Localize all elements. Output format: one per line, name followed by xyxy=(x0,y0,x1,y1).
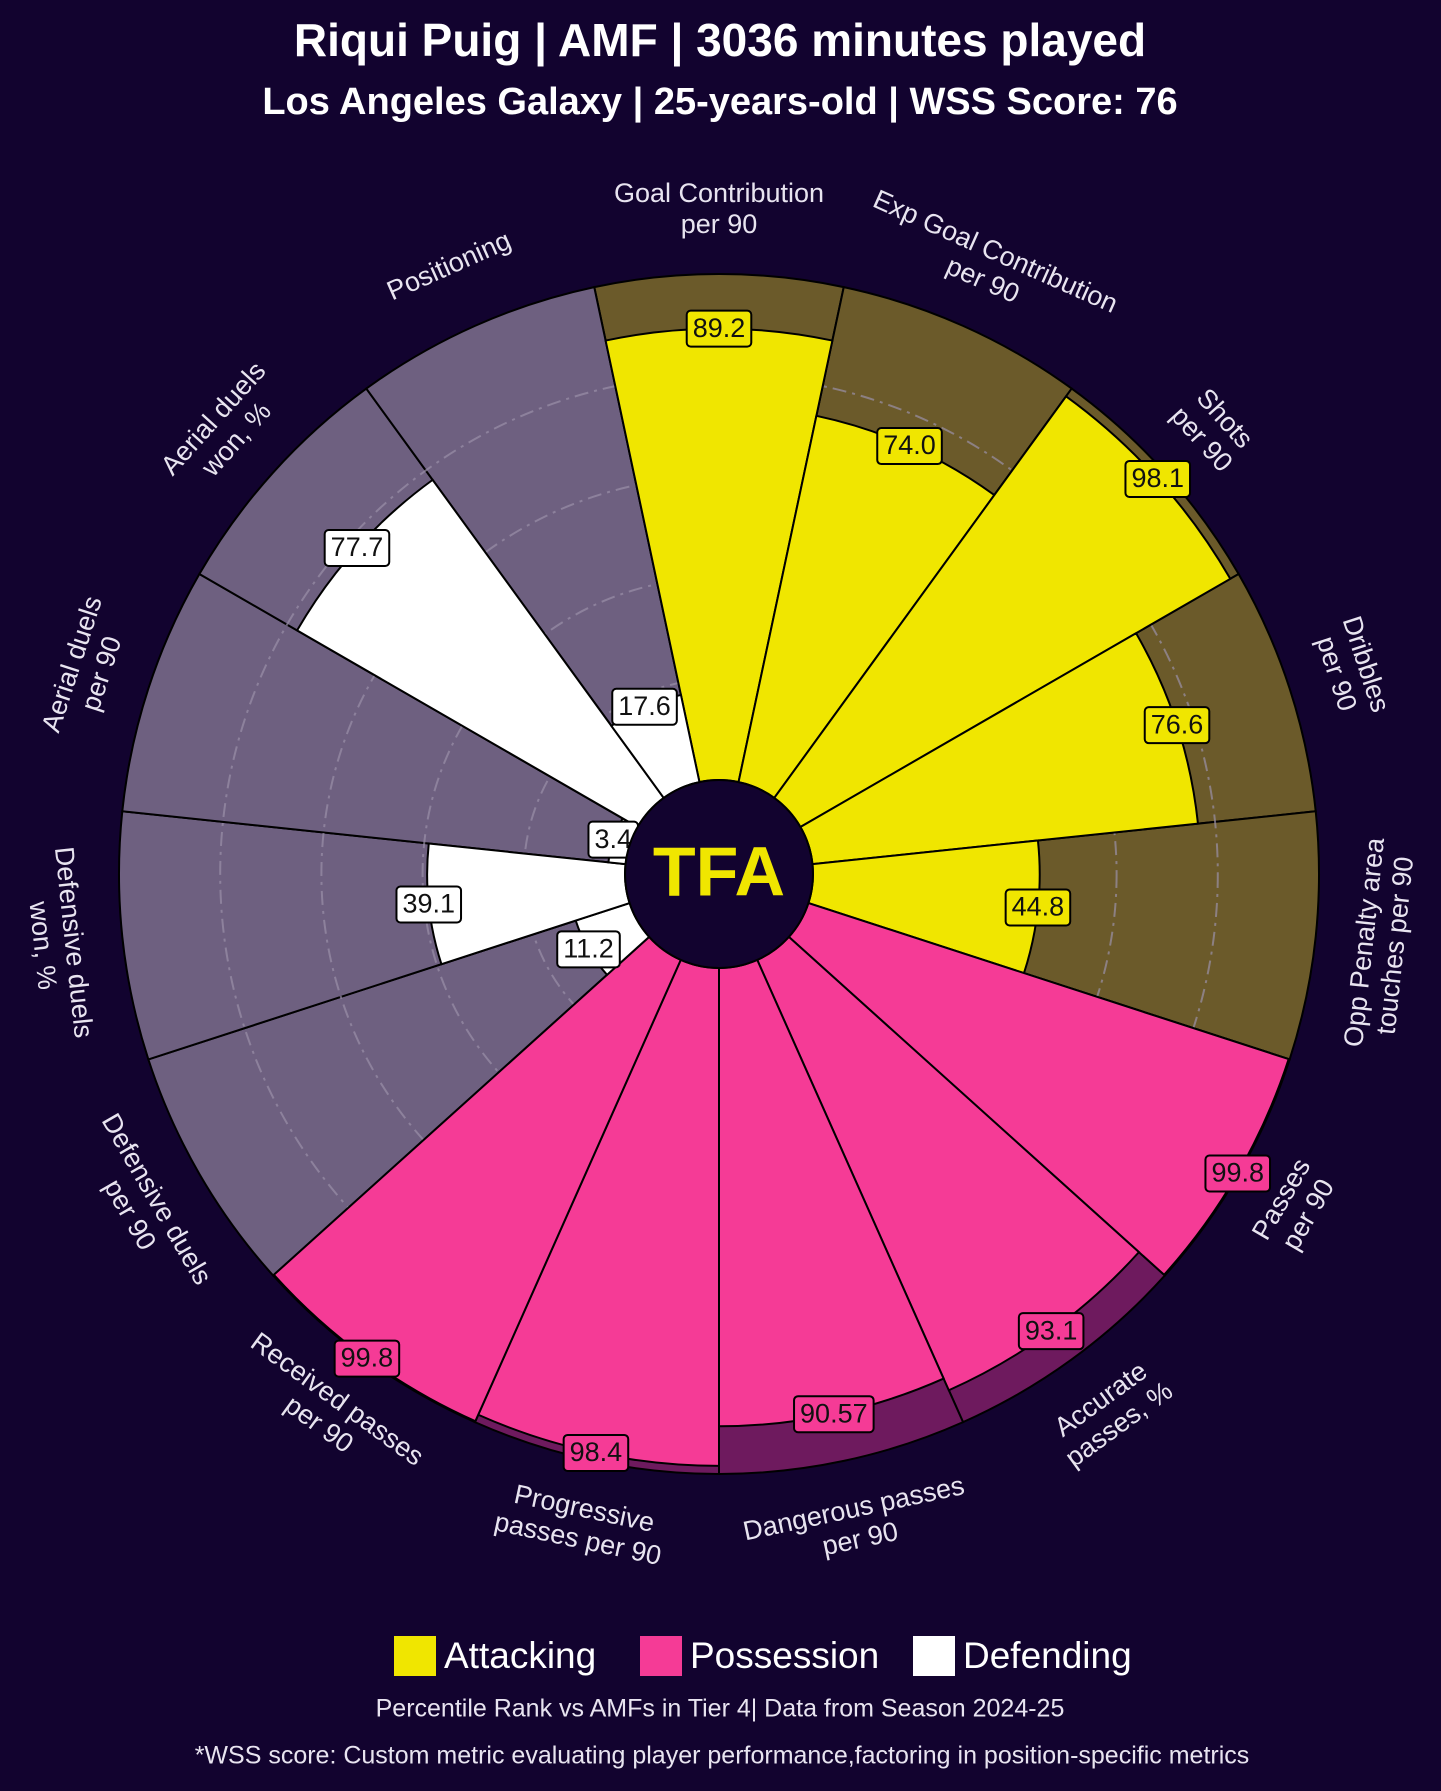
value-label: 3.4 xyxy=(587,820,640,859)
category-label: Goal Contribution per 90 xyxy=(613,178,825,239)
value-label-box xyxy=(333,1339,401,1378)
value-label-box xyxy=(1124,459,1192,498)
value-label: 98.1 xyxy=(1124,459,1192,498)
value-label: 93.1 xyxy=(1017,1312,1085,1351)
value-label: 77.7 xyxy=(323,529,391,568)
value-label-text: 98.1 xyxy=(1131,463,1184,493)
value-label: 74.0 xyxy=(876,427,943,466)
value-label: 44.8 xyxy=(1004,888,1072,927)
value-label: 99.8 xyxy=(1204,1154,1272,1193)
chart-title: Riqui Puig | AMF | 3036 minutes played xyxy=(294,14,1146,66)
note: Percentile Rank vs AMFs in Tier 4| Data … xyxy=(376,1695,1065,1723)
value-label: 90.57 xyxy=(793,1395,875,1434)
value-label: 98.4 xyxy=(562,1433,630,1472)
value-label: 99.8 xyxy=(333,1339,401,1378)
value-label-text: 17.6 xyxy=(618,691,671,721)
value-label: 39.1 xyxy=(395,885,463,924)
value-label-text: 11.2 xyxy=(563,933,614,963)
value-label-box xyxy=(793,1395,875,1434)
value-label-box xyxy=(876,427,943,466)
value-label: 17.6 xyxy=(611,687,678,726)
center-circle xyxy=(624,779,814,969)
value-label-box xyxy=(1004,888,1072,927)
value-label-text: 89.2 xyxy=(693,313,746,343)
legend-label: Defending xyxy=(963,1635,1132,1676)
value-label-box xyxy=(323,529,391,568)
note: *WSS score: Custom metric evaluating pla… xyxy=(195,1742,1250,1770)
legend-swatch xyxy=(913,1636,955,1676)
legend-swatch xyxy=(394,1636,436,1676)
value-label-text: 99.8 xyxy=(1211,1158,1264,1188)
value-label-box xyxy=(611,687,678,726)
value-label-text: 99.8 xyxy=(341,1343,394,1373)
legend-swatch xyxy=(640,1636,682,1676)
center-logo: TFA xyxy=(653,832,785,910)
grid-ring xyxy=(320,475,1118,1273)
value-label-text: 3.4 xyxy=(594,824,632,854)
value-label-box xyxy=(395,885,463,924)
legend-label: Attacking xyxy=(444,1635,596,1676)
value-label-box xyxy=(1017,1312,1085,1351)
value-label-text: 44.8 xyxy=(1012,892,1065,922)
value-label-text: 90.57 xyxy=(800,1398,868,1428)
value-label-text: 39.1 xyxy=(402,889,455,919)
value-label-text: 93.1 xyxy=(1025,1315,1078,1345)
value-label: 76.6 xyxy=(1143,706,1211,745)
value-label-text: 77.7 xyxy=(331,532,384,562)
value-label-box xyxy=(556,930,621,969)
chart-subtitle: Los Angeles Galaxy | 25-years-old | WSS … xyxy=(262,81,1177,123)
value-label: 11.2 xyxy=(556,930,621,969)
value-label-box xyxy=(562,1433,630,1472)
value-label-box xyxy=(1204,1154,1272,1193)
value-label: 89.2 xyxy=(685,309,753,348)
value-label-box xyxy=(685,309,753,348)
value-label-text: 76.6 xyxy=(1151,709,1204,739)
value-label-text: 74.0 xyxy=(883,430,936,460)
legend-label: Possession xyxy=(690,1635,879,1676)
value-label-box xyxy=(1143,706,1211,745)
value-label-text: 98.4 xyxy=(570,1437,623,1467)
